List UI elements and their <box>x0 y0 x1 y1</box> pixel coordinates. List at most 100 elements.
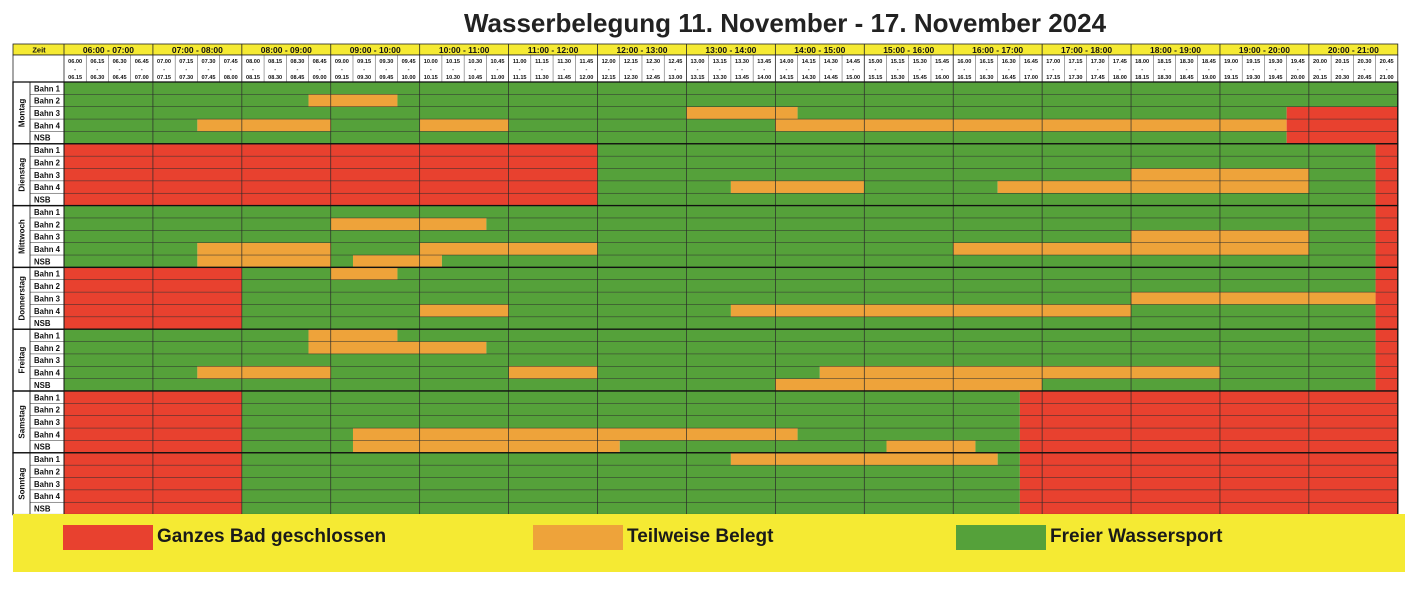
header-slot-separator: - <box>1075 67 1077 73</box>
header-slot-end: 15.30 <box>891 75 905 81</box>
header-slot-start: 06.15 <box>90 59 104 65</box>
header-slot-end: 14.00 <box>757 75 771 81</box>
day-label: Sonntag <box>18 468 27 500</box>
header-slot-end: 17.45 <box>1091 75 1105 81</box>
header-slot-separator: - <box>141 67 143 73</box>
header-slot-start: 16.00 <box>957 59 971 65</box>
header-slot-end: 20.30 <box>1335 75 1349 81</box>
lane-label: Bahn 1 <box>34 208 61 217</box>
occupancy-cell-F <box>241 316 1376 330</box>
header-slot-start: 17.00 <box>1046 59 1060 65</box>
header-slot-start: 06.00 <box>68 59 82 65</box>
occupancy-cell-C <box>1375 341 1398 354</box>
occupancy-cell-P <box>508 366 598 379</box>
header-slot-end: 15.00 <box>846 75 860 81</box>
header-slot-separator: - <box>1230 67 1232 73</box>
occupancy-cell-F <box>64 106 687 120</box>
day-label: Dienstag <box>18 158 27 192</box>
header-slot-end: 06.45 <box>113 75 127 81</box>
occupancy-cell-C <box>1375 316 1398 330</box>
occupancy-cell-P <box>308 341 487 354</box>
lane-label: Bahn 3 <box>34 171 61 180</box>
header-slot-end: 08.15 <box>246 75 260 81</box>
occupancy-cell-C <box>1286 131 1398 144</box>
header-slot-start: 16.30 <box>1002 59 1016 65</box>
header-slot-end: 07.00 <box>135 75 149 81</box>
header-slot-end: 07.45 <box>201 75 215 81</box>
header-slot-separator: - <box>296 67 298 73</box>
occupancy-cell-F <box>1219 366 1376 379</box>
header-slot-separator: - <box>830 67 832 73</box>
header-slot-separator: - <box>319 67 321 73</box>
header-slot-separator: - <box>1052 67 1054 73</box>
occupancy-cell-C <box>1286 106 1398 120</box>
occupancy-cell-F <box>397 94 1398 107</box>
occupancy-cell-C <box>1019 489 1398 503</box>
occupancy-cell-C <box>1019 428 1398 441</box>
header-slot-end: 17.15 <box>1046 75 1060 81</box>
header-slot-separator: - <box>96 67 98 73</box>
header-slot-end: 13.15 <box>691 75 705 81</box>
header-hour-label: 17:00 - 18:00 <box>1061 45 1112 55</box>
occupancy-cell-C <box>1019 452 1398 466</box>
header-slot-separator: - <box>697 67 699 73</box>
occupancy-cell-F <box>241 391 1020 404</box>
header-slot-separator: - <box>1208 67 1210 73</box>
header-hour-label: 10:00 - 11:00 <box>439 45 490 55</box>
header-slot-separator: - <box>719 67 721 73</box>
occupancy-cell-F <box>508 119 776 132</box>
header-slot-end: 18.30 <box>1157 75 1171 81</box>
occupancy-cell-F <box>997 452 1020 466</box>
header-slot-end: 14.45 <box>824 75 838 81</box>
header-slot-end: 08.45 <box>290 75 304 81</box>
day-label: Montag <box>18 99 27 128</box>
header-slot-start: 12.45 <box>668 59 682 65</box>
header-slot-start: 19.30 <box>1269 59 1283 65</box>
header-slot-end: 18.45 <box>1180 75 1194 81</box>
header-hour-label: 11:00 - 12:00 <box>528 45 579 55</box>
occupancy-cell-C <box>1375 255 1398 268</box>
lane-label: Bahn 3 <box>34 294 61 303</box>
lane-label: Bahn 3 <box>34 356 61 365</box>
header-hour-label: 16:00 - 17:00 <box>972 45 1023 55</box>
header-slot-separator: - <box>1297 67 1299 73</box>
legend-item-partial: Teilweise Belegt <box>533 524 773 550</box>
header-slot-start: 09.15 <box>357 59 371 65</box>
lane-label: NSB <box>34 505 51 514</box>
occupancy-cell-C <box>1375 267 1398 280</box>
header-slot-separator: - <box>986 67 988 73</box>
header-slot-separator: - <box>1097 67 1099 73</box>
header-slot-separator: - <box>741 67 743 73</box>
occupancy-cell-P <box>352 255 442 268</box>
header-slot-separator: - <box>252 67 254 73</box>
header-slot-start: 10.00 <box>424 59 438 65</box>
occupancy-cell-C <box>1375 205 1398 218</box>
header-slot-end: 08.00 <box>224 75 238 81</box>
occupancy-cell-C <box>1375 217 1398 231</box>
occupancy-cell-F <box>241 403 1020 416</box>
occupancy-cell-F <box>1308 180 1376 194</box>
occupancy-cell-C <box>1375 242 1398 256</box>
header-slot-separator: - <box>786 67 788 73</box>
header-slot-separator: - <box>385 67 387 73</box>
legend-swatch-free <box>956 524 1046 550</box>
occupancy-cell-P <box>330 217 487 231</box>
header-slot-separator: - <box>163 67 165 73</box>
occupancy-cell-F <box>1308 168 1376 181</box>
header-slot-separator: - <box>408 67 410 73</box>
occupancy-cell-F <box>508 304 731 317</box>
occupancy-cell-F <box>64 353 1376 367</box>
header-slot-separator: - <box>208 67 210 73</box>
occupancy-cell-F <box>64 131 1287 144</box>
day-label: Samstag <box>18 405 27 438</box>
header-slot-end: 14.30 <box>802 75 816 81</box>
occupancy-cell-F <box>241 440 353 453</box>
occupancy-cell-P <box>775 119 1287 132</box>
occupancy-cell-F <box>241 477 1020 490</box>
occupancy-cell-F <box>241 267 331 280</box>
occupancy-cell-P <box>197 119 331 132</box>
header-slot-start: 20.15 <box>1335 59 1349 65</box>
header-slot-start: 09.00 <box>335 59 349 65</box>
header-slot-start: 11.30 <box>557 59 571 65</box>
header-slot-end: 09.15 <box>335 75 349 81</box>
